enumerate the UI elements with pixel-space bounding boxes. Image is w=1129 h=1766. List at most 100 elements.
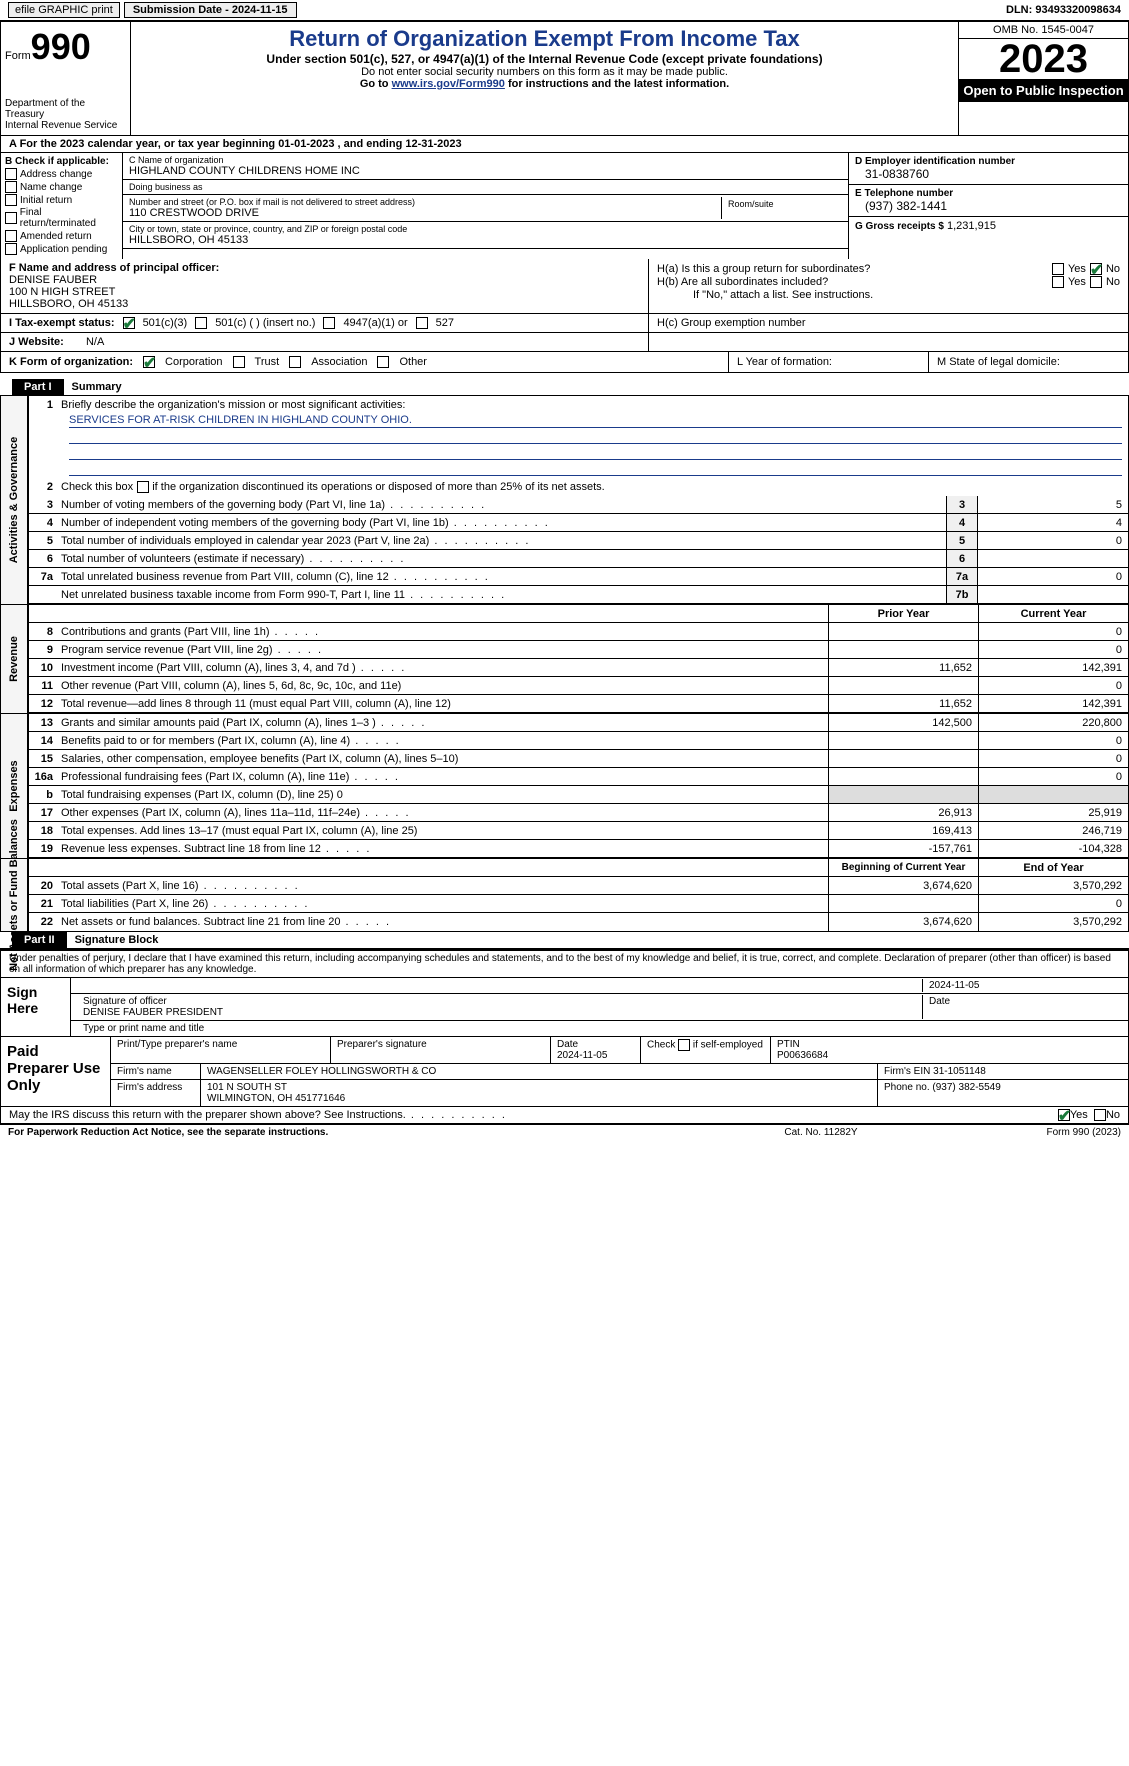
chk-discontinued[interactable] [137,481,149,493]
discuss-q: May the IRS discuss this return with the… [9,1109,1058,1121]
efile-button[interactable]: efile GRAPHIC print [8,2,120,18]
c15: 0 [978,750,1128,767]
c20: 3,570,292 [978,877,1128,894]
b-opt-0: Address change [20,169,92,180]
mission: SERVICES FOR AT-RISK CHILDREN IN HIGHLAN… [69,414,1122,428]
chk-other[interactable] [377,356,389,368]
c12: 142,391 [978,695,1128,712]
open-inspection: Open to Public Inspection [959,79,1128,102]
c13: 220,800 [978,714,1128,731]
prep-date: 2024-11-05 [557,1050,607,1061]
v7a: 0 [978,568,1128,585]
irs-link[interactable]: www.irs.gov/Form990 [392,78,505,90]
l12: Total revenue—add lines 8 through 11 (mu… [57,697,828,711]
chk-amended[interactable] [5,230,17,242]
l7b: Net unrelated business taxable income fr… [57,588,946,602]
p12: 11,652 [828,695,978,712]
chk-app-pending[interactable] [5,243,17,255]
chk-name-change[interactable] [5,181,17,193]
header-mid: Return of Organization Exempt From Incom… [131,22,958,135]
k-o1: Corporation [165,356,222,368]
l1: Briefly describe the organization's miss… [57,398,1128,412]
summary-rev: Revenue Prior YearCurrent Year 8Contribu… [0,605,1129,714]
i-o1: 501(c)(3) [143,317,188,329]
chk-self-emp[interactable] [678,1039,690,1051]
l3: Number of voting members of the governin… [57,498,946,512]
c-street: 110 CRESTWOOD DRIVE [129,207,721,219]
ha-no[interactable] [1090,263,1102,275]
c18: 246,719 [978,822,1128,839]
hb-yes[interactable] [1052,276,1064,288]
discuss-no[interactable] [1094,1109,1106,1121]
ha-yes[interactable] [1052,263,1064,275]
discuss-yes[interactable] [1058,1109,1070,1121]
i-o3: 4947(a)(1) or [343,317,407,329]
top-bar: efile GRAPHIC print Submission Date - 20… [0,0,1129,21]
chk-527[interactable] [416,317,428,329]
chk-initial-return[interactable] [5,194,17,206]
l19: Revenue less expenses. Subtract line 18 … [57,842,828,856]
p22: 3,674,620 [828,913,978,931]
c10: 142,391 [978,659,1128,676]
l18: Total expenses. Add lines 13–17 (must eq… [57,824,828,838]
hb-note: If "No," attach a list. See instructions… [657,289,1120,301]
prep-name-lbl: Print/Type preparer's name [111,1037,331,1063]
ptin: P00636684 [777,1050,828,1061]
b-opt-2: Initial return [20,195,72,206]
c11: 0 [978,677,1128,694]
l4: Number of independent voting members of … [57,516,946,530]
firm-addr: 101 N SOUTH ST [207,1082,287,1093]
firm-addr-lbl: Firm's address [111,1080,201,1106]
chk-corp[interactable] [143,356,155,368]
l2: Check this box if the organization disco… [57,480,1128,494]
hb-no[interactable] [1090,276,1102,288]
row-j: J Website: N/A [0,333,1129,352]
c-city: HILLSBORO, OH 45133 [129,234,842,246]
chk-4947[interactable] [323,317,335,329]
firm-name-lbl: Firm's name [111,1064,201,1079]
date-lbl: Date [922,995,1122,1019]
p11 [828,677,978,694]
firm-ein: 31-1051148 [933,1066,986,1077]
l-year: L Year of formation: [728,352,928,372]
chk-501c[interactable] [195,317,207,329]
b-opt-1: Name change [20,182,82,193]
l20: Total assets (Part X, line 16) [57,879,828,893]
col-d: D Employer identification number31-08387… [848,153,1128,259]
m-state: M State of legal domicile: [928,352,1128,372]
firm-ein-lbl: Firm's EIN [884,1066,930,1077]
end-hdr: End of Year [978,859,1128,876]
vtab-net: Net Assets or Fund Balances [1,859,29,931]
j-website: N/A [86,336,104,348]
f-name: DENISE FAUBER [9,274,640,286]
subtitle-2: Do not enter social security numbers on … [135,66,954,78]
d-ein: 31-0838760 [855,167,1122,181]
footer-l: For Paperwork Reduction Act Notice, see … [8,1127,721,1138]
chk-address-change[interactable] [5,168,17,180]
c-street-lbl: Number and street (or P.O. box if mail i… [129,197,721,207]
chk-501c3[interactable] [123,317,135,329]
g-receipts: 1,231,915 [947,220,996,232]
col-b: B Check if applicable: Address change Na… [1,153,123,259]
c17: 25,919 [978,804,1128,821]
section-bcd: B Check if applicable: Address change Na… [0,153,1129,259]
prior-hdr: Prior Year [828,605,978,622]
c-city-lbl: City or town, state or province, country… [129,224,842,234]
chk-assoc[interactable] [289,356,301,368]
e-phone: (937) 382-1441 [855,199,1122,213]
row-a-tax-year: A For the 2023 calendar year, or tax yea… [0,136,1129,153]
dln: DLN: 93493320098634 [1006,4,1121,16]
row-klm: K Form of organization: Corporation Trus… [0,352,1129,373]
l16a: Professional fundraising fees (Part IX, … [57,770,828,784]
prep-sig-lbl: Preparer's signature [331,1037,551,1063]
chk-trust[interactable] [233,356,245,368]
p8 [828,623,978,640]
chk-final-return[interactable] [5,212,17,224]
l14: Benefits paid to or for members (Part IX… [57,734,828,748]
b-opt-5: Application pending [20,244,107,255]
c-name-lbl: C Name of organization [129,155,842,165]
subtitle-1: Under section 501(c), 527, or 4947(a)(1)… [135,52,954,66]
ha-yes-lbl: Yes [1068,263,1086,275]
part1-hdr: Part I [12,379,64,395]
v4: 4 [978,514,1128,531]
